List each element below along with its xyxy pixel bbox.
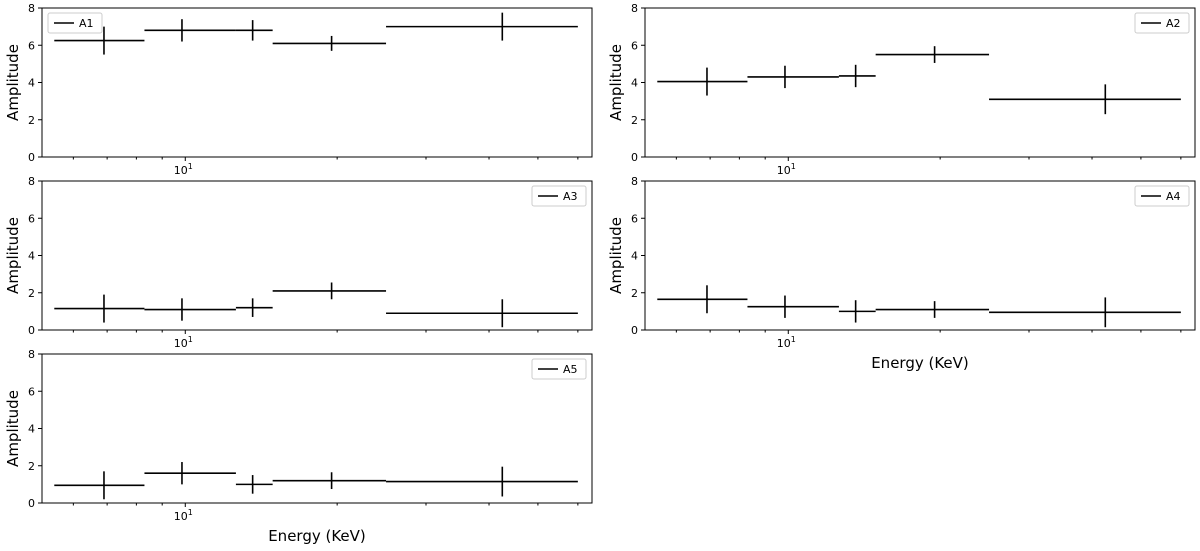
panel-a1: 0 2 4 6 8 Amplitude 101 A1 <box>4 2 593 177</box>
x-axis-label: Energy (KeV) <box>268 527 366 545</box>
legend-label: A2 <box>1166 17 1181 30</box>
legend-box <box>47 12 103 34</box>
y-tick-label: 8 <box>631 2 638 15</box>
y-tick-label: 8 <box>28 2 35 15</box>
data-point <box>657 285 748 314</box>
y-tick-label: 0 <box>631 151 638 164</box>
y-axis-label: Amplitude <box>4 390 22 467</box>
x-tick-label-base: 10 <box>777 337 791 350</box>
data-point <box>386 299 578 328</box>
plot-frame <box>41 180 593 331</box>
y-tick-label: 6 <box>631 39 638 52</box>
x-tick-label: 101 <box>777 335 796 350</box>
data-point <box>989 297 1181 328</box>
data-point <box>235 475 273 494</box>
data-point <box>838 64 876 88</box>
y-tick-label: 2 <box>28 287 35 300</box>
panel-a2: 0 2 4 6 8 Amplitude 101 A2 <box>607 2 1196 177</box>
y-tick-label: 2 <box>28 460 35 473</box>
y-tick-label: 6 <box>28 39 35 52</box>
x-tick-label: 101 <box>174 335 193 350</box>
data-point <box>54 26 145 55</box>
y-tick-label: 6 <box>28 212 35 225</box>
data-point <box>54 294 145 323</box>
y-tick-label: 2 <box>631 114 638 127</box>
legend: A4 <box>1134 185 1190 207</box>
data-point <box>838 300 876 323</box>
data-point <box>272 282 387 300</box>
legend-label: A4 <box>1166 190 1181 203</box>
data-point <box>989 84 1181 115</box>
plot-frame <box>644 7 1196 158</box>
x-tick-label-exponent: 1 <box>791 335 796 344</box>
legend: A5 <box>531 358 587 380</box>
data-point <box>144 298 236 321</box>
data-point <box>386 466 578 497</box>
y-tick-label: 2 <box>28 114 35 127</box>
data-point <box>875 46 990 63</box>
x-tick-label-base: 10 <box>174 337 188 350</box>
data-point <box>657 67 748 96</box>
y-axis-label: Amplitude <box>607 217 625 294</box>
y-axis-label: Amplitude <box>4 217 22 294</box>
y-tick-label: 0 <box>631 324 638 337</box>
panel-a4: 0 2 4 6 8 Amplitude 101 Energy (KeV) A4 <box>607 175 1196 372</box>
y-tick-label: 4 <box>28 423 35 436</box>
plot-frame <box>644 180 1196 331</box>
data-point <box>235 20 273 41</box>
data-point <box>144 462 236 485</box>
legend: A3 <box>531 185 587 207</box>
y-tick-label: 6 <box>631 212 638 225</box>
data-point <box>747 295 839 318</box>
y-tick-label: 6 <box>28 385 35 398</box>
y-tick-label: 4 <box>28 77 35 90</box>
y-axis-label: Amplitude <box>4 44 22 121</box>
plot-frame <box>41 7 593 158</box>
x-axis-label: Energy (KeV) <box>871 354 969 372</box>
x-tick-label-exponent: 1 <box>188 335 193 344</box>
y-axis-label: Amplitude <box>607 44 625 121</box>
y-tick-label: 2 <box>631 287 638 300</box>
legend-box <box>1134 12 1190 34</box>
legend-label: A5 <box>563 363 578 376</box>
data-point <box>875 301 990 318</box>
panel-a5: 0 2 4 6 8 Amplitude 101 Energy (KeV) A5 <box>4 348 593 545</box>
x-tick-label-exponent: 1 <box>791 162 796 171</box>
legend-box <box>1134 185 1190 207</box>
x-tick-label-base: 10 <box>174 510 188 523</box>
x-tick-label: 101 <box>777 162 796 177</box>
panel-a3: 0 2 4 6 8 Amplitude 101 A3 <box>4 175 593 350</box>
x-tick-label: 101 <box>174 162 193 177</box>
legend-box <box>531 185 587 207</box>
x-tick-label: 101 <box>174 508 193 523</box>
y-tick-label: 8 <box>28 175 35 188</box>
data-point <box>54 471 145 500</box>
y-tick-label: 4 <box>631 77 638 90</box>
y-tick-label: 0 <box>28 497 35 510</box>
legend-label: A3 <box>563 190 578 203</box>
data-point <box>144 19 236 42</box>
x-tick-label-base: 10 <box>174 164 188 177</box>
data-point <box>272 472 387 490</box>
y-tick-label: 8 <box>631 175 638 188</box>
y-tick-label: 4 <box>631 250 638 263</box>
legend: A2 <box>1134 12 1190 34</box>
data-point <box>272 35 387 51</box>
legend-label: A1 <box>79 17 94 30</box>
data-point <box>235 298 273 317</box>
legend-box <box>531 358 587 380</box>
x-tick-label-exponent: 1 <box>188 162 193 171</box>
data-point <box>747 65 839 89</box>
y-tick-label: 8 <box>28 348 35 361</box>
x-tick-label-base: 10 <box>777 164 791 177</box>
legend: A1 <box>47 12 103 34</box>
y-tick-label: 0 <box>28 324 35 337</box>
y-tick-label: 0 <box>28 151 35 164</box>
data-point <box>386 12 578 41</box>
x-tick-label-exponent: 1 <box>188 508 193 517</box>
y-tick-label: 4 <box>28 250 35 263</box>
